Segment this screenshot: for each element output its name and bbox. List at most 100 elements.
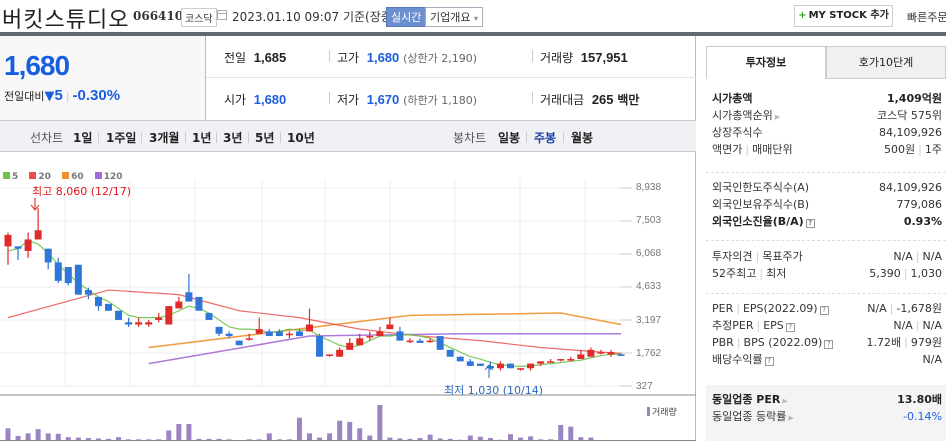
- market-cap-rank-label: 시가총액순위: [712, 109, 773, 122]
- tab-order-book-10[interactable]: 호가10단계: [826, 46, 946, 79]
- help-icon[interactable]: ?: [764, 357, 774, 366]
- est-per-row: 추정PER | EPS? N/A | N/A: [712, 319, 942, 332]
- high-label: 고가: [337, 51, 360, 65]
- lower-limit: (하한가 1,180): [403, 94, 478, 107]
- stats-row-2: 시가 1,680 저가 1,670 (하한가 1,180) 거래대금 265 백…: [206, 78, 696, 120]
- per-value: N/A: [867, 302, 887, 315]
- header-divider: [0, 32, 946, 36]
- quick-order-link[interactable]: 빠른주문: [907, 11, 946, 24]
- amount-label: 거래대금: [540, 93, 585, 107]
- divider: [563, 132, 564, 143]
- chart-period-bar: 선차트 1일 1주일 3개월 1년 3년 5년 10년 봉차트 일봉 주봉 월봉: [0, 120, 696, 152]
- candle-chart-label: 봉차트: [453, 131, 487, 145]
- target-value: N/A: [922, 250, 942, 263]
- opinion-label: 투자의견: [712, 250, 753, 263]
- stock-chart[interactable]: 5 20 60 120 최고 8,060 (12/17) 최저 1,030 (1…: [0, 152, 696, 441]
- low-label: 저가: [337, 93, 360, 107]
- stock-code: 066410: [133, 9, 184, 23]
- divider: [141, 132, 142, 143]
- period-10year[interactable]: 10년: [287, 131, 315, 145]
- datetime: 2023.01.10 09:07 기준(장중): [232, 8, 396, 25]
- divider: [706, 172, 946, 173]
- arrow-right-icon: ▶: [782, 397, 788, 405]
- eps-value: -1,678원: [896, 302, 942, 315]
- w52-high-label: 52주최고: [712, 267, 757, 280]
- foreign-hold-label: 외국인보유주식수(B): [712, 198, 810, 211]
- low-value: 1,670: [366, 92, 400, 107]
- help-icon[interactable]: ?: [785, 323, 795, 332]
- help-icon[interactable]: ?: [819, 306, 829, 315]
- tab-investment-info[interactable]: 투자정보: [706, 46, 826, 79]
- pbr-label: PBR: [712, 336, 734, 349]
- w52-low-value: 1,030: [910, 267, 943, 280]
- period-1year[interactable]: 1년: [192, 131, 212, 145]
- market-cap-rank-row[interactable]: 시가총액순위 ▶ 코스닥 575위: [712, 107, 942, 124]
- par-value: 500원: [884, 143, 916, 156]
- period-3month[interactable]: 3개월: [149, 131, 180, 145]
- w52-high-value: 5,390: [869, 267, 901, 280]
- info-tabs: 투자정보 호가10단계: [706, 46, 946, 79]
- y-tick: 3,197: [636, 315, 662, 326]
- company-overview-dropdown[interactable]: 기업개요 ▾: [425, 7, 483, 27]
- unit-label: 매매단위: [752, 143, 793, 156]
- valuation-section: PER | EPS(2022.09)? N/A | -1,678원 추정PER | EPS? N…: [712, 300, 942, 368]
- per-eps-date: (2022.09): [763, 302, 818, 315]
- industry-per-label: 동일업종 PER: [712, 393, 781, 406]
- ma120-swatch: [94, 172, 102, 179]
- y-tick: 1,762: [636, 348, 662, 359]
- change-value: 5: [54, 87, 63, 104]
- opinion-value: N/A: [893, 250, 913, 263]
- divider: [329, 50, 330, 62]
- low-annotation: 최저 1,030 (10/14): [444, 384, 544, 397]
- period-1week[interactable]: 1주일: [106, 131, 137, 145]
- opinion-row: 투자의견 | 목표주가 N/A | N/A: [712, 250, 942, 263]
- trade-amount: 거래대금 265 백만: [540, 91, 639, 108]
- y-tick: 6,068: [636, 248, 662, 259]
- help-icon[interactable]: ?: [805, 219, 815, 228]
- candle-monthly[interactable]: 월봉: [571, 131, 594, 145]
- dividend-value: N/A: [922, 353, 942, 366]
- current-price: 1,680: [4, 50, 70, 81]
- period-1day[interactable]: 1일: [73, 131, 93, 145]
- industry-change-row[interactable]: 동일업종 등락률 ▶ -0.14%: [712, 408, 942, 425]
- est-eps-label: EPS: [763, 319, 784, 332]
- ma60-swatch: [62, 172, 70, 179]
- calendar-icon: [217, 10, 227, 20]
- change-percent: -0.30%: [72, 87, 121, 104]
- divider: [532, 50, 533, 62]
- bps-value: 979원: [910, 336, 942, 349]
- market-cap-row: 시가총액 1,409억원: [712, 90, 942, 107]
- period-3year[interactable]: 3년: [223, 131, 243, 145]
- help-icon[interactable]: ?: [824, 340, 834, 349]
- period-5year[interactable]: 5년: [255, 131, 275, 145]
- divider: [706, 293, 946, 294]
- candle-daily[interactable]: 일봉: [498, 131, 521, 145]
- market-cap-label: 시가총액: [712, 92, 753, 105]
- stock-name: 버킷스튜디오: [2, 8, 130, 33]
- current-price-panel: 1,680 전일대비▼5 | -0.30%: [0, 36, 206, 120]
- candle-weekly[interactable]: 주봉: [534, 131, 557, 145]
- legend-ma5-label: 5: [12, 172, 19, 182]
- foreign-limit-value: 84,109,926: [879, 181, 942, 194]
- unit-value: 1주: [924, 143, 942, 156]
- pbr-value: 1.72배: [866, 336, 902, 349]
- stats-row-1: 전일 1,685 고가 1,680 (상한가 2,190) 거래량 157,95…: [206, 36, 696, 78]
- industry-per-row[interactable]: 동일업종 PER ▶ 13.80배: [712, 391, 942, 408]
- price-change: 전일대비▼5 | -0.30%: [4, 87, 120, 104]
- add-mystock-button[interactable]: + MY STOCK 추가: [794, 5, 893, 27]
- ma-legend: 5 20 60 120: [3, 172, 131, 182]
- foreign-ratio-label: 외국인소진율(B/A): [712, 215, 804, 228]
- legend-ma60-label: 60: [71, 172, 84, 182]
- divider: [185, 132, 186, 143]
- industry-change-value: -0.14%: [903, 410, 942, 423]
- add-mystock-label: MY STOCK 추가: [808, 10, 889, 21]
- legend-ma120: 120: [94, 172, 123, 182]
- per-label: PER: [712, 302, 734, 315]
- y-tick: 327: [636, 381, 653, 392]
- realtime-button[interactable]: 실시간: [386, 7, 427, 27]
- divider: [329, 92, 330, 104]
- candlestick-chart[interactable]: [0, 152, 696, 441]
- chevron-down-icon: ▾: [473, 14, 478, 23]
- open-value: 1,680: [253, 92, 287, 107]
- dividend-label: 배당수익률: [712, 353, 763, 366]
